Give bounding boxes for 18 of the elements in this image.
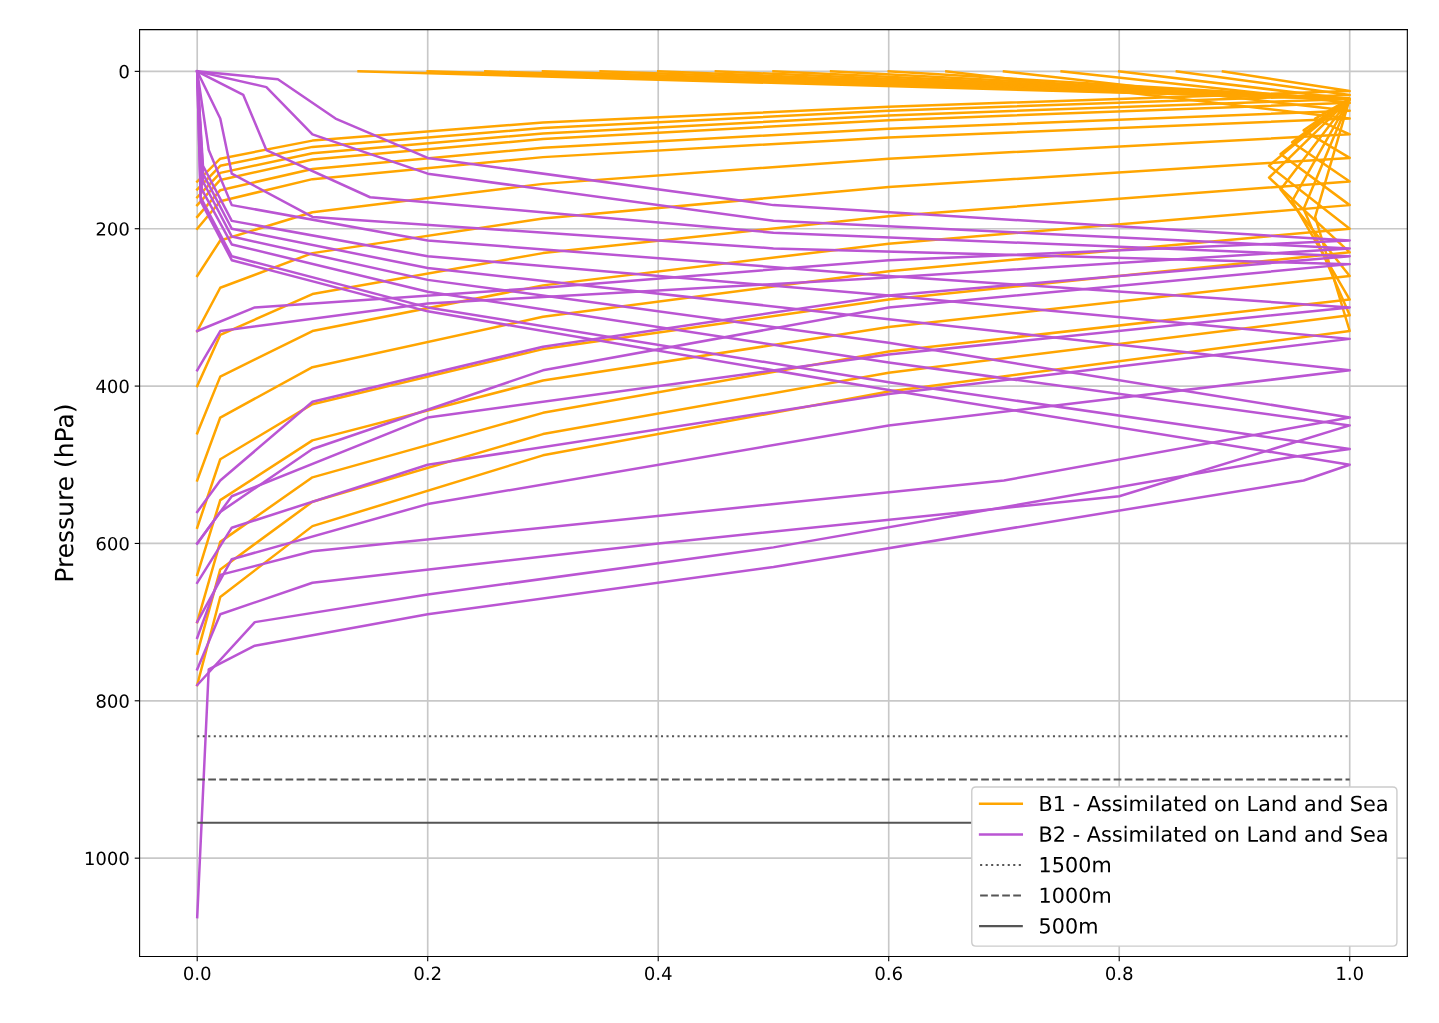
- y-tick-label: 800: [96, 694, 129, 708]
- x-tick-label: 0.4: [645, 966, 672, 981]
- legend-label: 1000m: [1040, 887, 1110, 904]
- x-tick-label: 0.2: [414, 966, 441, 981]
- legend-label: 1500m: [1040, 856, 1110, 873]
- legend-label: B1 - Assimilated on Land and Sea: [1040, 795, 1387, 812]
- y-tick-label: 200: [96, 222, 129, 236]
- y-tick-label: 600: [96, 536, 129, 551]
- x-tick-label: 0.0: [184, 966, 211, 981]
- x-tick-label: 0.8: [1106, 966, 1133, 981]
- y-tick-label: 1000: [85, 851, 129, 866]
- y-axis-title: Pressure (hPa): [54, 405, 77, 581]
- y-tick-label: 0: [119, 64, 129, 79]
- y-tick-label: 400: [96, 379, 129, 394]
- legend-label: B2 - Assimilated on Land and Sea: [1040, 825, 1387, 842]
- x-tick-label: 0.6: [875, 966, 902, 981]
- legend-label: 500m: [1040, 917, 1097, 934]
- x-tick-label: 1.0: [1337, 966, 1363, 981]
